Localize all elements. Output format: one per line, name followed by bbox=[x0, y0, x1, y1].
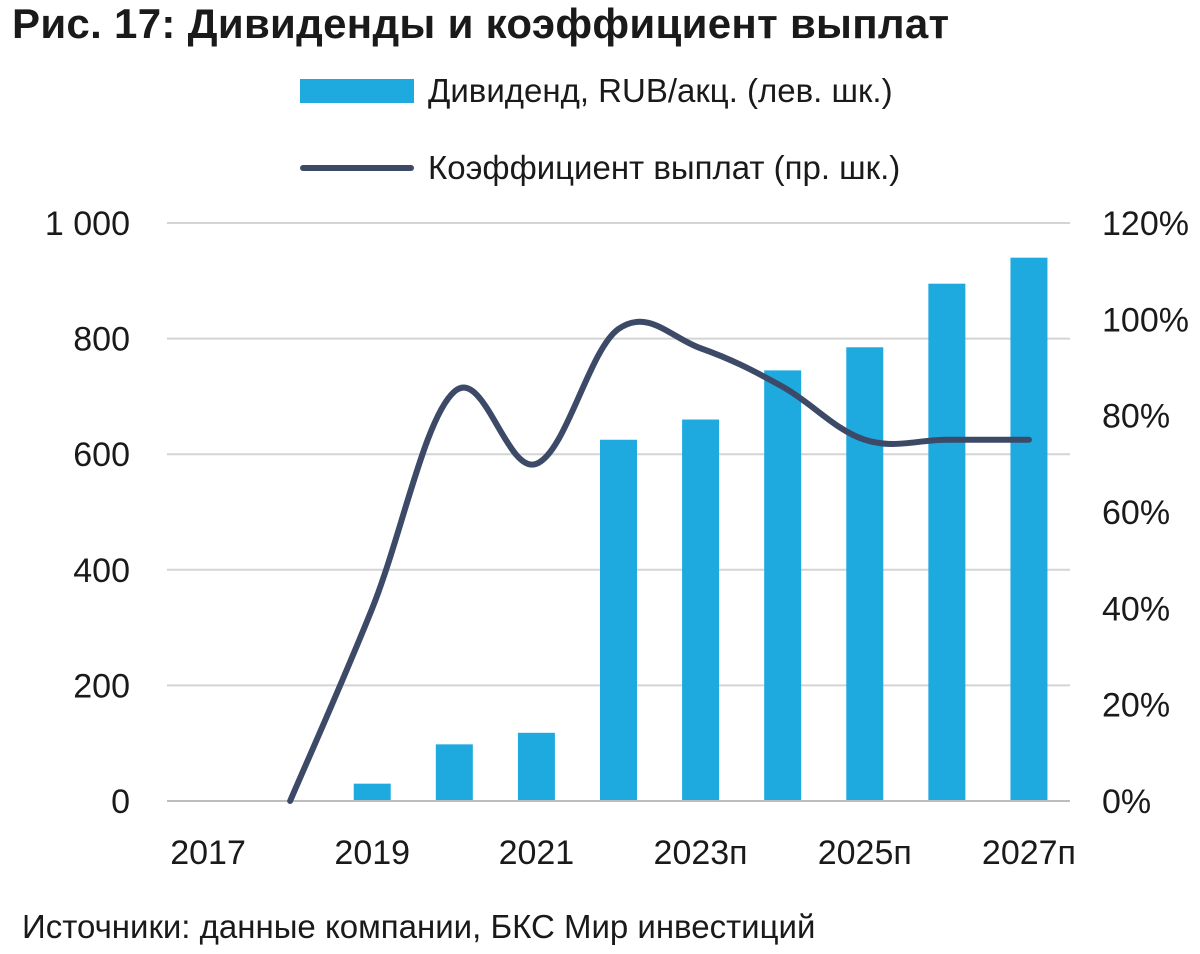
y-left-tick-label: 800 bbox=[73, 321, 130, 359]
y-left-tick-label: 1 000 bbox=[45, 205, 130, 243]
y-right-tick-label: 20% bbox=[1102, 687, 1170, 725]
x-tick-label: 2017 bbox=[170, 834, 246, 872]
payout-ratio-line bbox=[287, 318, 1032, 804]
y-right-tick-label: 60% bbox=[1102, 494, 1170, 532]
legend-swatch-bar bbox=[300, 79, 414, 103]
y-right-tick-label: 100% bbox=[1102, 301, 1189, 339]
source-note: Источники: данные компании, БКС Мир инве… bbox=[22, 908, 816, 945]
dividend-bar bbox=[600, 439, 637, 801]
chart-plot: 0 200 400 600 800 1 000 0% 20% 40% 60% 80% 100% 120%… bbox=[45, 205, 1189, 872]
dividend-bar bbox=[353, 783, 391, 801]
dividend-bar bbox=[1010, 257, 1048, 801]
legend-swatch-line bbox=[300, 165, 414, 171]
x-tick-label: 2027п bbox=[982, 834, 1076, 872]
x-tick-label: 2019 bbox=[334, 834, 410, 872]
dividend-bar bbox=[928, 283, 966, 801]
dividend-bar bbox=[435, 744, 473, 801]
legend-label-dividend: Дивиденд, RUB/акц. (лев. шк.) bbox=[428, 72, 893, 109]
dividend-bar bbox=[682, 419, 720, 801]
legend-label-payout: Коэффициент выплат (пр. шк.) bbox=[428, 149, 901, 186]
y-right-tick-label: 80% bbox=[1102, 398, 1170, 436]
dividend-bar bbox=[846, 347, 884, 801]
dividend-bar bbox=[517, 732, 555, 801]
legend-item-dividend: Дивиденд, RUB/акц. (лев. шк.) bbox=[300, 72, 893, 110]
y-right-tick-label: 40% bbox=[1102, 590, 1170, 628]
y-right-tick-label: 0% bbox=[1102, 783, 1151, 821]
y-left-tick-label: 400 bbox=[73, 552, 130, 590]
y-left-tick-label: 200 bbox=[73, 667, 130, 705]
chart-title: Рис. 17: Дивиденды и коэффициент выплат bbox=[12, 0, 950, 47]
x-tick-label: 2021 bbox=[499, 834, 575, 872]
legend-item-payout: Коэффициент выплат (пр. шк.) bbox=[300, 149, 900, 187]
dividend-bar bbox=[764, 370, 802, 801]
x-tick-label: 2025п bbox=[818, 834, 912, 872]
x-tick-label: 2023п bbox=[654, 834, 748, 872]
y-right-tick-label: 120% bbox=[1102, 205, 1189, 243]
y-left-tick-label: 600 bbox=[73, 436, 130, 474]
y-left-tick-label: 0 bbox=[111, 783, 130, 821]
